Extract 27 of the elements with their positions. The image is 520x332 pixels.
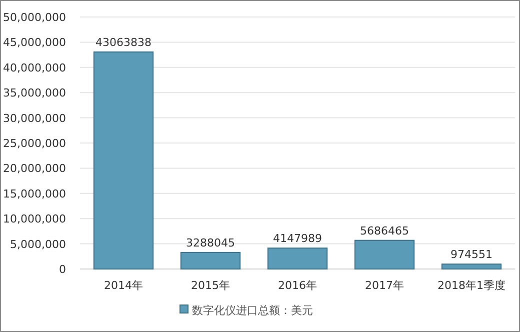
bar <box>180 252 241 270</box>
data-label: 4147989 <box>273 232 322 246</box>
data-label: 5686465 <box>360 224 409 238</box>
y-tick-label: 30,000,000 <box>3 112 66 125</box>
bar <box>354 240 415 270</box>
x-tick-label: 2018年1季度 <box>438 279 506 292</box>
x-tick-label: 2015年 <box>191 279 230 292</box>
x-tick-label: 2017年 <box>365 279 404 292</box>
y-tick-label: 10,000,000 <box>3 212 66 226</box>
y-tick-label: 15,000,000 <box>3 187 66 200</box>
data-label: 43063838 <box>96 36 152 49</box>
data-label: 3288045 <box>186 236 235 250</box>
bar <box>441 264 502 270</box>
bar <box>267 248 328 270</box>
x-tick-label: 2016年 <box>278 279 317 292</box>
legend-label: 数字化仪进口总额：美元 <box>192 304 313 317</box>
y-tick-label: 5,000,000 <box>10 238 66 251</box>
y-tick-label: 45,000,000 <box>3 36 66 50</box>
y-tick-label: 40,000,000 <box>3 61 66 74</box>
bar <box>93 51 154 270</box>
data-label: 974551 <box>450 248 492 262</box>
y-tick-label: 50,000,000 <box>3 11 66 24</box>
y-tick-label: 25,000,000 <box>3 137 66 150</box>
y-tick-label: 20,000,000 <box>3 162 66 176</box>
x-tick-label: 2014年 <box>104 279 143 292</box>
y-tick-label: 0 <box>59 263 66 276</box>
y-tick-label: 35,000,000 <box>3 86 66 100</box>
